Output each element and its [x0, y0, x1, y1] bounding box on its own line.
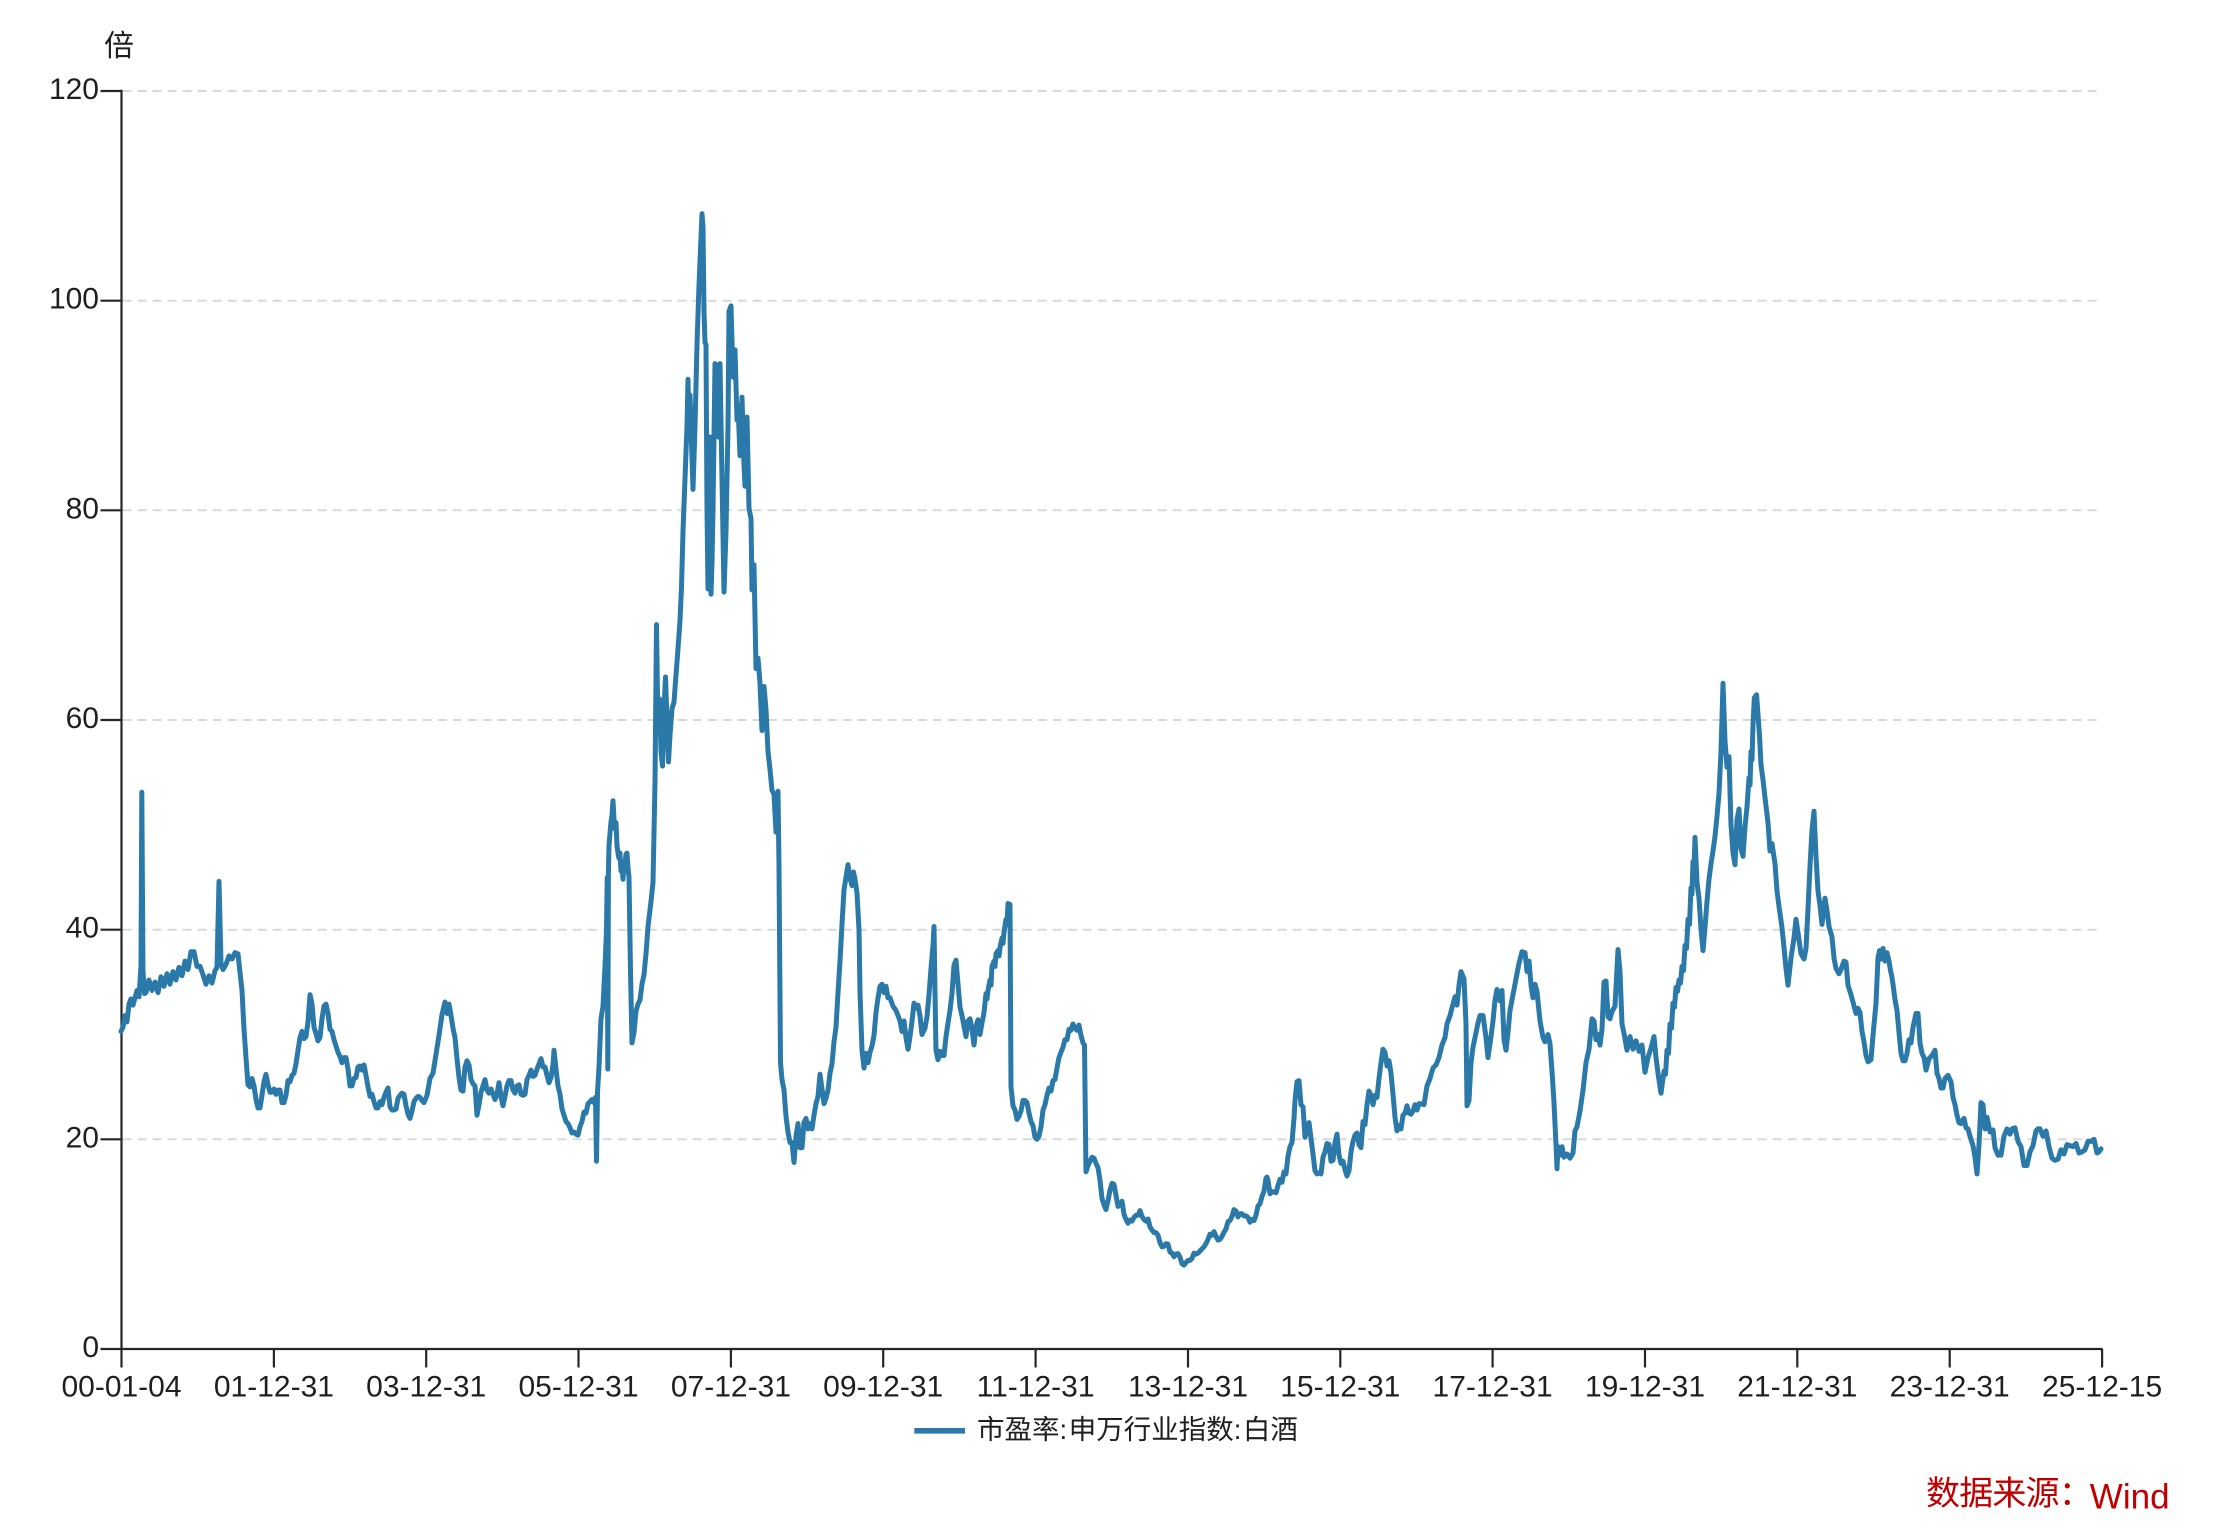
svg-text:23-12-31: 23-12-31 — [1890, 1371, 2010, 1404]
svg-text:13-12-31: 13-12-31 — [1128, 1371, 1248, 1404]
svg-text:15-12-31: 15-12-31 — [1280, 1371, 1400, 1404]
svg-text:03-12-31: 03-12-31 — [366, 1371, 486, 1404]
svg-text:120: 120 — [49, 73, 99, 106]
svg-text:01-12-31: 01-12-31 — [214, 1371, 334, 1404]
svg-text:21-12-31: 21-12-31 — [1737, 1371, 1857, 1404]
svg-text:40: 40 — [66, 912, 99, 945]
svg-text:17-12-31: 17-12-31 — [1433, 1371, 1553, 1404]
svg-text:05-12-31: 05-12-31 — [518, 1371, 638, 1404]
svg-text:09-12-31: 09-12-31 — [823, 1371, 943, 1404]
svg-text:80: 80 — [66, 492, 99, 525]
svg-text::: : — [1234, 1414, 1242, 1445]
svg-text:25-12-15: 25-12-15 — [2042, 1371, 2162, 1404]
svg-text:100: 100 — [49, 283, 99, 316]
svg-text:19-12-31: 19-12-31 — [1585, 1371, 1705, 1404]
svg-text:60: 60 — [66, 702, 99, 735]
svg-text:Wind: Wind — [2090, 1478, 2170, 1517]
svg-text:0: 0 — [82, 1331, 99, 1364]
svg-text:07-12-31: 07-12-31 — [671, 1371, 791, 1404]
svg-text::: : — [1060, 1414, 1068, 1445]
svg-text:20: 20 — [66, 1121, 99, 1154]
svg-text:11-12-31: 11-12-31 — [977, 1371, 1095, 1404]
svg-text:00-01-04: 00-01-04 — [61, 1371, 181, 1404]
